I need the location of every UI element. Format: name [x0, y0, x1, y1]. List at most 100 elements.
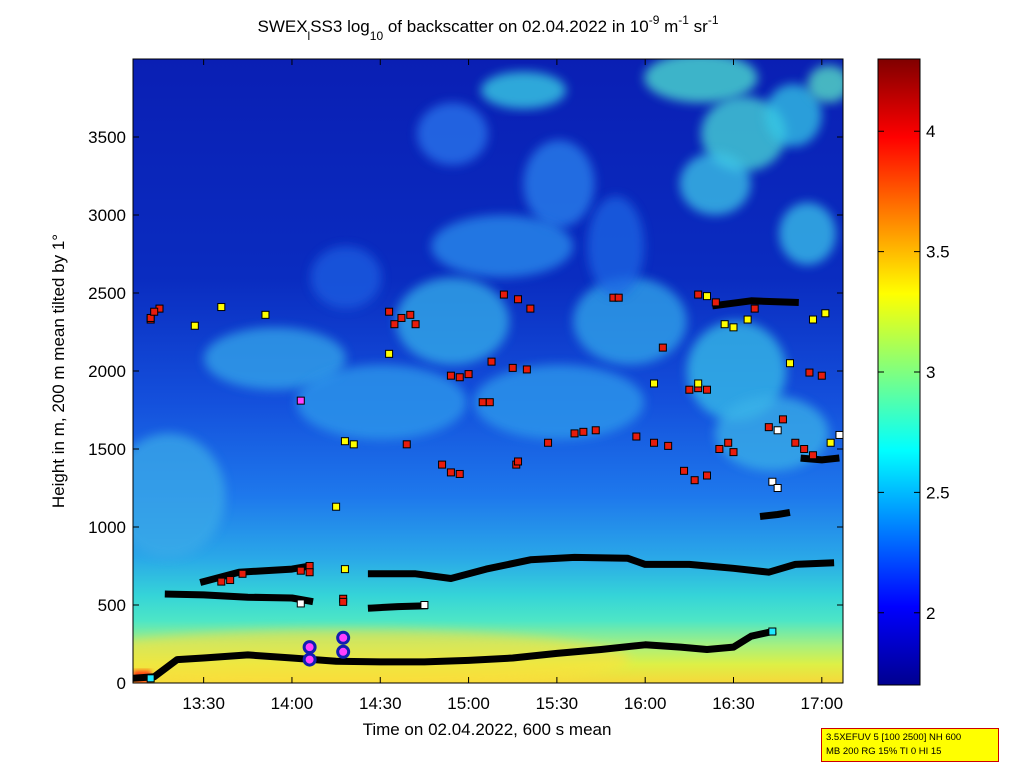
y-tick-label: 2000: [88, 362, 126, 381]
colorbar-tick-label: 3: [926, 363, 935, 382]
backscatter-heatmap: [133, 59, 843, 683]
cloud-marker: [385, 349, 394, 358]
cloud-marker: [805, 368, 814, 377]
colorbar-tick-label: 2: [926, 604, 935, 623]
cloud-marker: [720, 320, 729, 329]
x-tick-label: 15:30: [536, 694, 579, 713]
aerosol-plume: [779, 202, 836, 265]
aerosol-plume: [133, 433, 226, 559]
aerosol-circle-marker: [302, 652, 317, 667]
cloud-marker: [743, 315, 752, 324]
y-axis-label: Height in m, 200 m mean tilted by 1°: [49, 234, 68, 508]
cloud-marker: [773, 426, 782, 435]
cloud-marker: [817, 371, 826, 380]
aerosol-plume: [764, 83, 822, 147]
cloud-marker: [478, 398, 487, 407]
aerosol-plume: [204, 327, 346, 390]
aerosol-plume: [587, 196, 645, 297]
settings-line-1: 3.5XEFUV 5 [100 2500] NH 600: [826, 732, 962, 743]
detected-layer: [133, 627, 777, 682]
aerosol-plume: [431, 215, 574, 278]
y-tick-label: 3500: [88, 128, 126, 147]
cloud-marker: [690, 476, 699, 485]
y-tick-label: 0: [117, 674, 126, 693]
aerosol-plume: [395, 277, 510, 365]
aerosol-plume: [679, 152, 751, 215]
cloud-marker: [711, 298, 720, 307]
cloud-marker: [786, 359, 795, 368]
cloud-marker: [487, 357, 496, 366]
cloud-marker: [826, 438, 835, 447]
cloud-marker: [778, 415, 787, 424]
x-tick-label: 14:30: [359, 694, 402, 713]
y-tick-label: 500: [98, 596, 126, 615]
cloud-marker: [724, 438, 733, 447]
cloud-marker: [650, 438, 659, 447]
y-axis: 0 500 1000 1500 2000 2500 3000 3500: [88, 128, 843, 693]
cloud-marker: [750, 304, 759, 313]
cloud-marker: [514, 295, 523, 304]
detected-layer: [367, 602, 429, 612]
cloud-marker: [508, 363, 517, 372]
cloud-marker: [296, 396, 305, 405]
colorbar-tick-label: 2.5: [926, 483, 950, 502]
cloud-marker: [406, 310, 415, 319]
cloud-marker: [339, 597, 348, 606]
cloud-marker: [446, 371, 455, 380]
cloud-marker: [190, 321, 199, 330]
cloud-marker: [729, 323, 738, 332]
x-axis-label: Time on 02.04.2022, 600 s mean: [363, 720, 612, 739]
y-tick-label: 2500: [88, 284, 126, 303]
cloud-marker: [791, 438, 800, 447]
cloud-marker: [800, 445, 809, 453]
cloud-marker: [226, 576, 235, 585]
cloud-marker: [385, 307, 394, 316]
cloud-marker: [514, 457, 523, 466]
aerosol-plume: [807, 65, 843, 103]
cloud-marker: [485, 398, 494, 407]
y-tick-label: 1500: [88, 440, 126, 459]
x-tick-label: 15:00: [447, 694, 490, 713]
cloud-marker: [680, 466, 689, 475]
colorbar-tick-label: 4: [926, 122, 935, 141]
cloud-marker: [464, 370, 473, 379]
settings-info-box: 3.5XEFUV 5 [100 2500] NH 600 MB 200 RG 1…: [821, 728, 999, 762]
cloud-marker: [835, 430, 843, 439]
cloud-marker: [238, 569, 247, 578]
cloud-marker: [694, 290, 703, 299]
aerosol-plume: [573, 277, 687, 365]
cloud-marker: [340, 565, 349, 574]
colorbar: [877, 58, 921, 686]
colorbar-axis: 2 2.5 3 3.5 4: [878, 122, 950, 623]
aerosol-plume: [417, 102, 488, 166]
x-tick-label: 14:00: [271, 694, 314, 713]
cloud-marker: [808, 315, 817, 324]
cloud-marker: [591, 426, 600, 435]
cloud-marker: [658, 343, 667, 352]
cloud-marker: [455, 373, 464, 382]
x-tick-label: 16:30: [712, 694, 755, 713]
layer-detections: [133, 297, 840, 682]
cloud-marker: [522, 365, 531, 374]
cloud-marker: [703, 292, 712, 301]
cloud-marker: [703, 471, 712, 480]
x-tick-label: 16:00: [624, 694, 667, 713]
cloud-marker: [664, 441, 673, 450]
cloud-marker: [764, 423, 773, 432]
cloud-marker: [703, 385, 712, 394]
x-tick-label: 13:30: [182, 694, 225, 713]
y-tick-label: 1000: [88, 518, 126, 537]
aerosol-circle-marker: [336, 630, 351, 645]
chart-title: SWEXlSS3 log10 of backscatter on 02.04.2…: [257, 13, 718, 43]
cloud-marker: [768, 627, 777, 636]
detected-layer: [164, 590, 314, 606]
cloud-marker: [411, 320, 420, 329]
cloud-marker: [305, 568, 314, 577]
cloud-marker: [390, 320, 399, 329]
cloud-marker: [261, 310, 270, 319]
cloud-marker: [614, 293, 623, 302]
aerosol-plume: [296, 364, 467, 440]
y-tick-label: 3000: [88, 206, 126, 225]
detected-layer: [367, 553, 835, 582]
